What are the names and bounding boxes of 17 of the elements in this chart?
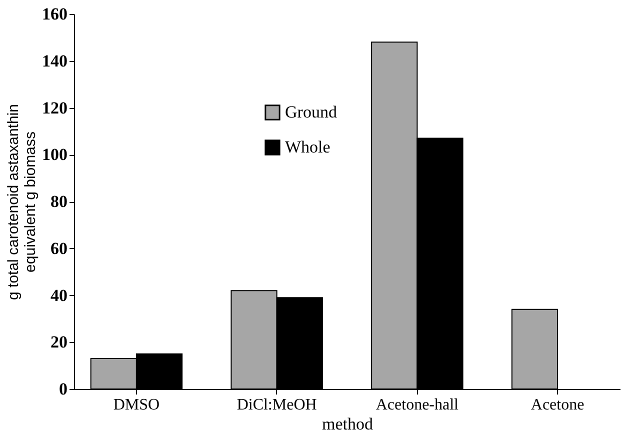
y-tick-label: 100 xyxy=(42,145,68,164)
y-tick-label: 60 xyxy=(50,238,68,258)
x-tick-label: DiCl:MeOH xyxy=(236,396,318,414)
y-tick-label: 0 xyxy=(59,380,68,398)
y-tick-label: 20 xyxy=(50,332,68,352)
y-tick-label: 120 xyxy=(42,98,68,118)
y-tick-label: 40 xyxy=(50,286,68,305)
x-axis-title: method xyxy=(322,414,374,434)
legend-label: Whole xyxy=(285,138,330,156)
x-tick-label: DMSO xyxy=(113,396,160,414)
x-tick-label: Acetone xyxy=(530,396,584,414)
y-tick-label: 160 xyxy=(42,4,68,24)
legend-label: Ground xyxy=(285,102,338,122)
y-tick-label: 140 xyxy=(42,51,68,70)
y-axis-title: g total carotenoid astaxanthin equivalent g biomass xyxy=(5,104,39,300)
y-tick-label: 80 xyxy=(50,192,68,211)
x-tick-label: Acetone-hall xyxy=(376,396,460,414)
